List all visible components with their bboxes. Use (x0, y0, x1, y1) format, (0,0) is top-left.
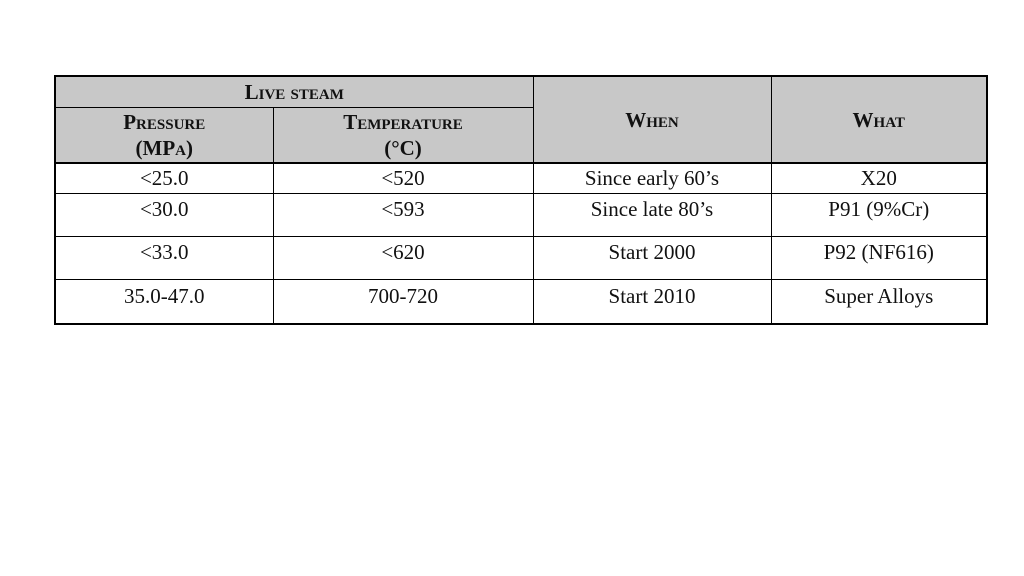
table-cell: <25.0 (54, 162, 274, 194)
table-cell: X20 (770, 162, 988, 194)
table-cell: Start 2000 (532, 236, 772, 280)
header-text: Pressure (123, 109, 206, 134)
header-cell: Temperature (°C) (272, 106, 534, 164)
table-cell: <593 (272, 193, 534, 237)
table-cell: <30.0 (54, 193, 274, 237)
header-text: When (625, 107, 679, 132)
header-text: (MPa) (135, 135, 193, 160)
table-cell: <520 (272, 162, 534, 194)
table-cell: <620 (272, 236, 534, 280)
table-cell: Start 2010 (532, 279, 772, 325)
steam-table: Live steam When What Pressure (MPa) Tempe… (54, 75, 988, 325)
table-cell: Since late 80’s (532, 193, 772, 237)
table-cell: <33.0 (54, 236, 274, 280)
header-cell: What (770, 75, 988, 164)
table-cell: P91 (9%Cr) (770, 193, 988, 237)
table-row: <33.0 <620 Start 2000 P92 (NF616) (54, 236, 988, 280)
header-text: (°C) (384, 135, 422, 160)
header-cell: Live steam (54, 75, 534, 108)
table-cell: 700-720 (272, 279, 534, 325)
header-text: What (852, 107, 905, 132)
table-row: 35.0-47.0 700-720 Start 2010 Super Alloys (54, 279, 988, 325)
header-cell: Pressure (MPa) (54, 106, 274, 164)
table-cell: P92 (NF616) (770, 236, 988, 280)
header-text: Live steam (244, 79, 344, 104)
table-row: <30.0 <593 Since late 80’s P91 (9%Cr) (54, 193, 988, 237)
header-text: Temperature (343, 109, 463, 134)
table-row: <25.0 <520 Since early 60’s X20 (54, 162, 988, 194)
table-cell: Super Alloys (770, 279, 988, 325)
table-cell: 35.0-47.0 (54, 279, 274, 325)
table-body: <25.0 <520 Since early 60’s X20 <30.0 <593 Sin… (54, 162, 988, 325)
header-cell: When (532, 75, 772, 164)
table-cell: Since early 60’s (532, 162, 772, 194)
